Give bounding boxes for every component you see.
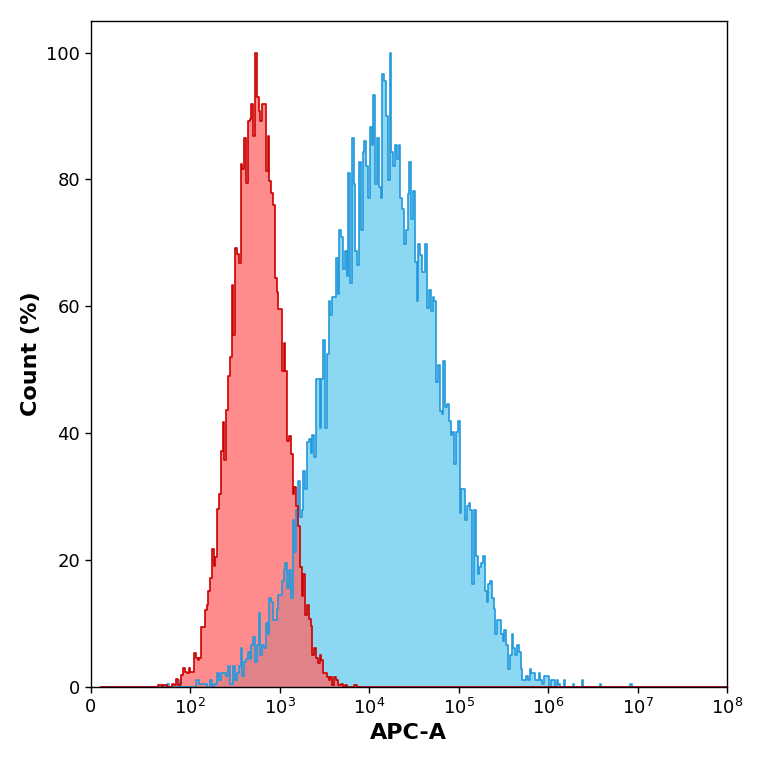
X-axis label: APC-A: APC-A — [371, 724, 448, 743]
Polygon shape — [101, 53, 727, 687]
Y-axis label: Count (%): Count (%) — [21, 292, 40, 416]
Polygon shape — [101, 53, 727, 687]
